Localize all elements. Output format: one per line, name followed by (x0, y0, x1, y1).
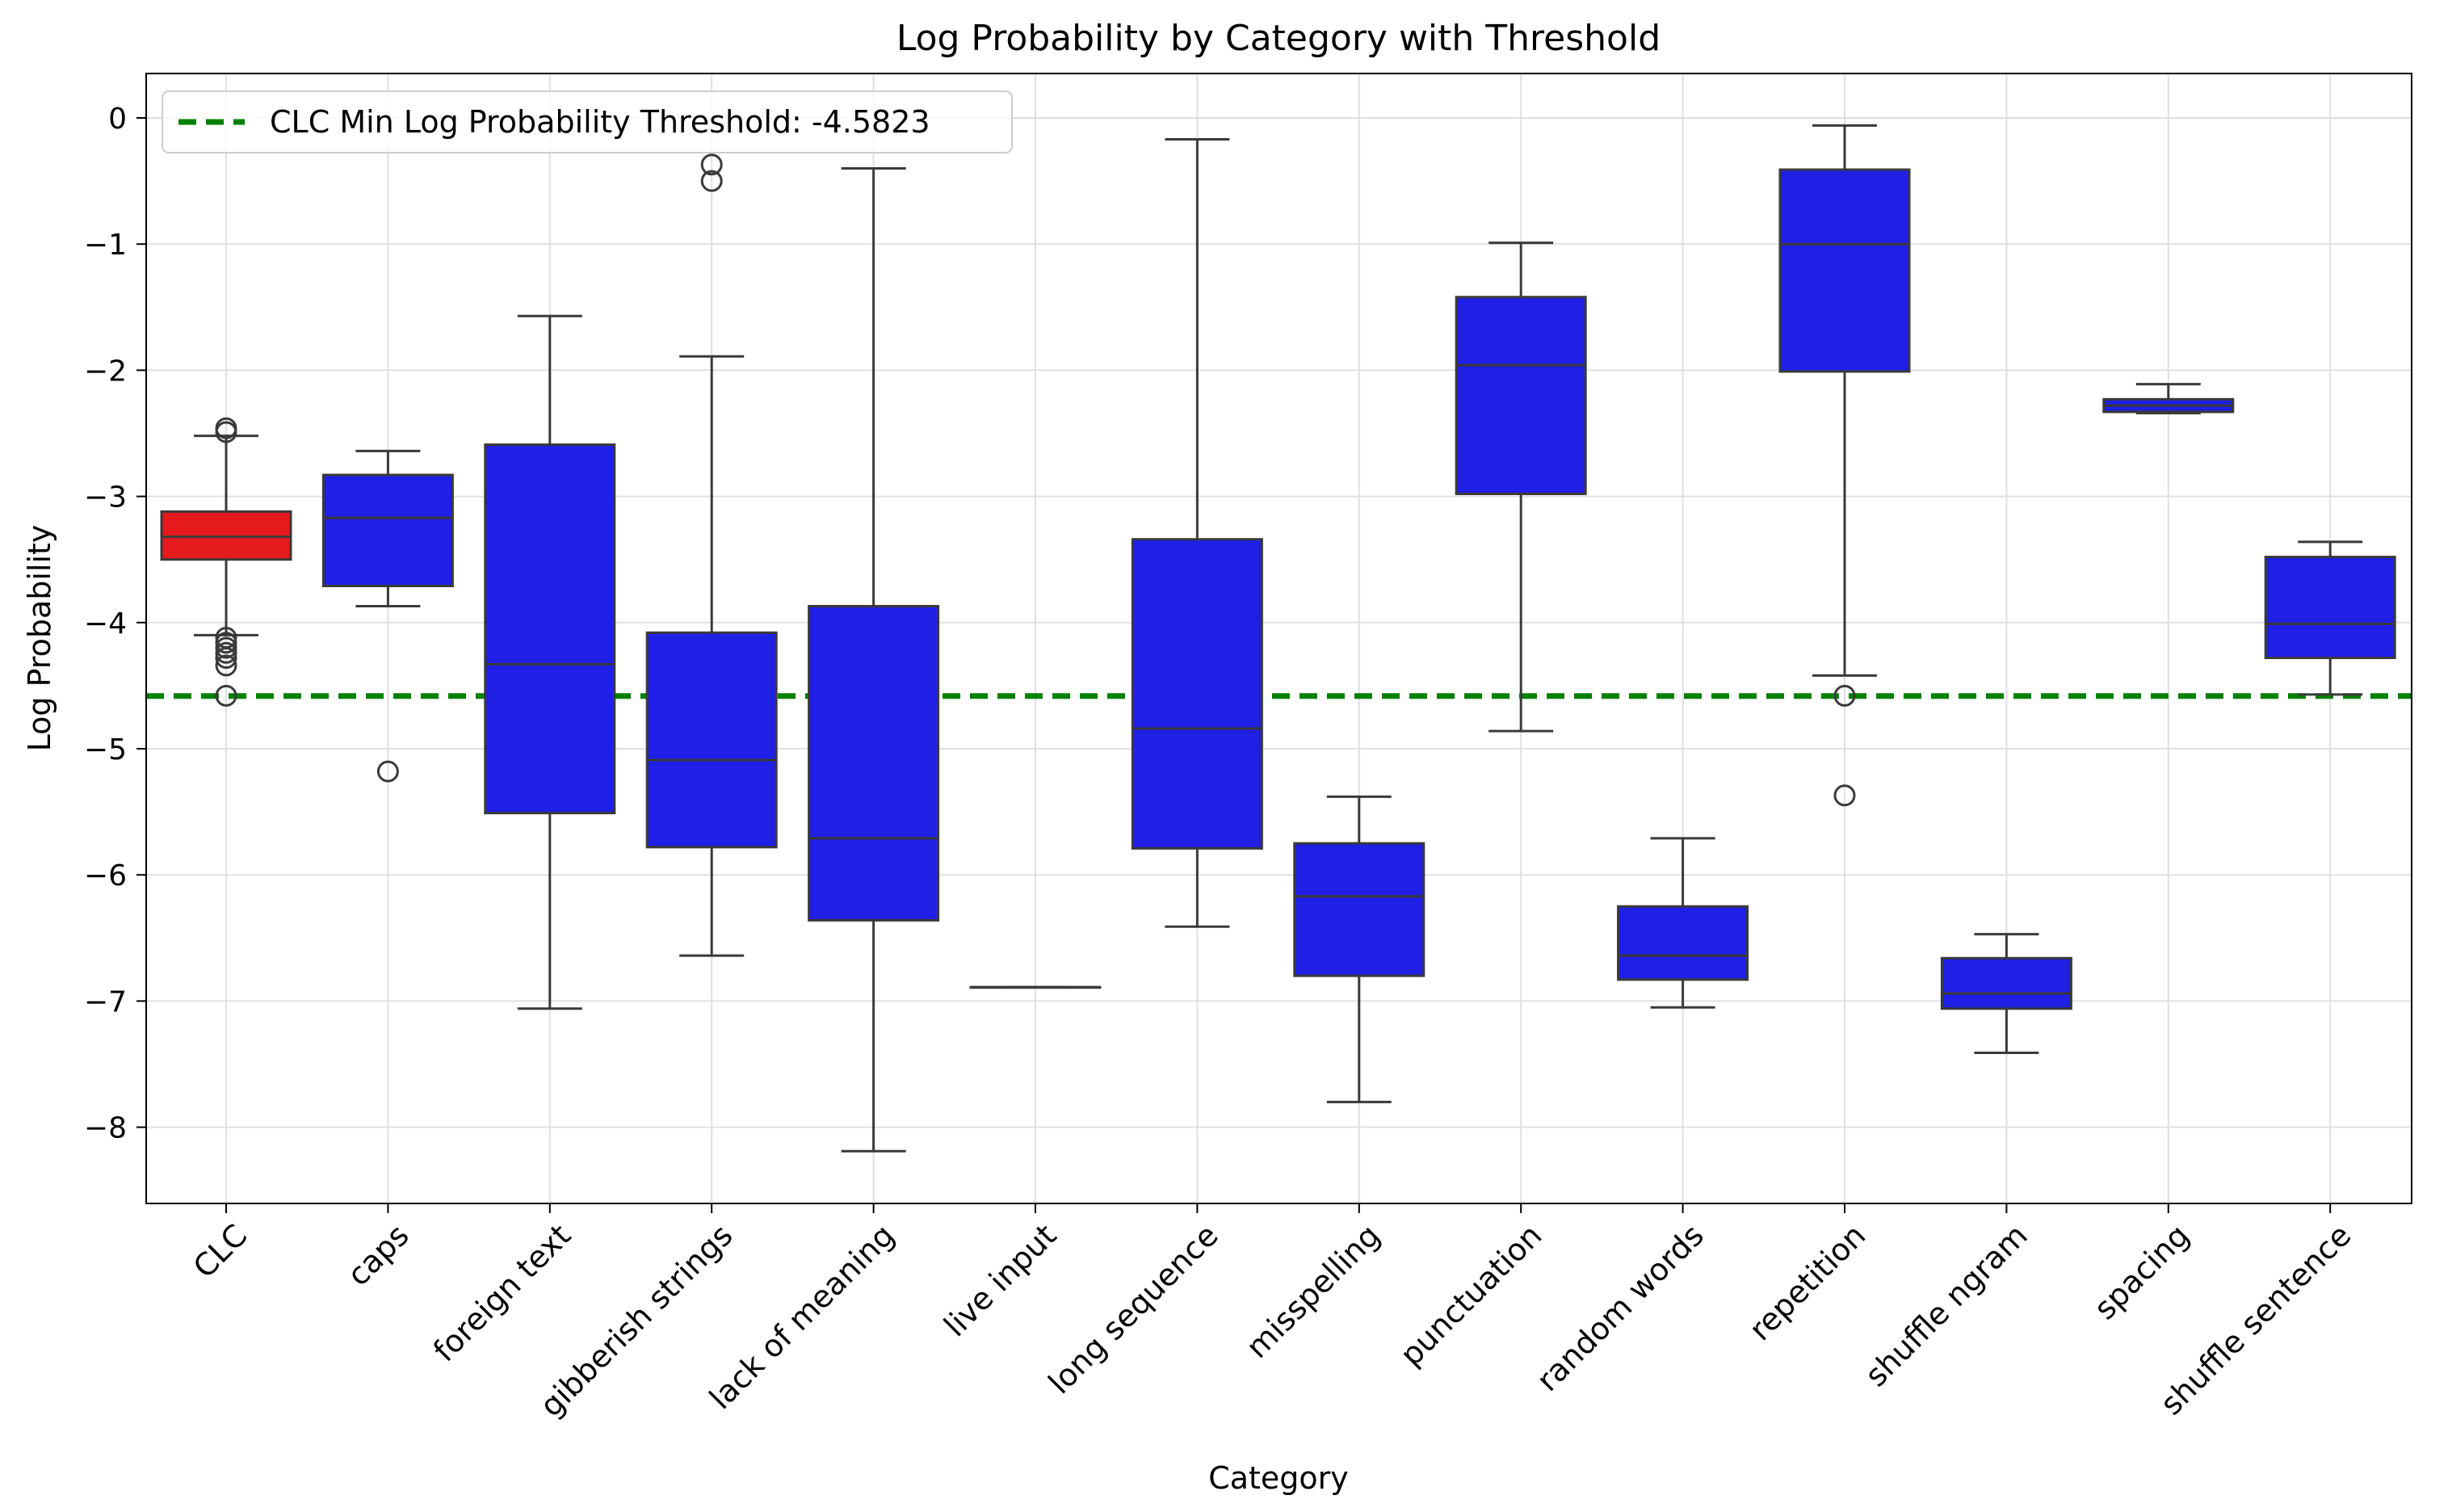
outlier-point (215, 636, 237, 659)
y-tick-label: 0 (108, 103, 127, 136)
iqr-box (1293, 842, 1425, 977)
y-tick-label: −4 (84, 607, 127, 640)
outlier-point (215, 647, 237, 670)
y-tick-label: −5 (84, 733, 127, 766)
iqr-box (1617, 905, 1749, 981)
iqr-box (1940, 956, 2072, 1010)
legend-box (162, 90, 1013, 153)
legend: CLC Min Log Probability Threshold: -4.58… (162, 90, 1013, 153)
y-tick-label: −3 (84, 481, 127, 514)
iqr-box (1455, 296, 1587, 495)
y-axis-label: Log Probability (22, 525, 57, 752)
outlier-point (376, 760, 399, 783)
outlier-point (700, 153, 723, 176)
iqr-box (808, 604, 940, 922)
iqr-box (321, 473, 454, 588)
outlier-point (215, 654, 237, 677)
legend-threshold-label: CLC Min Log Probability Threshold: -4.58… (270, 104, 930, 140)
outlier-point (700, 170, 723, 192)
y-tick-label: −2 (84, 355, 127, 388)
box-long-sequence (1131, 138, 1263, 928)
y-tick-label: −7 (84, 985, 127, 1018)
outlier-point (215, 421, 237, 443)
box-live-input (969, 985, 1102, 989)
iqr-box (1778, 168, 1911, 373)
outlier-point (215, 632, 237, 654)
chart-title: Log Probability by Category with Thresho… (896, 18, 1661, 59)
box-punctuation (1455, 242, 1587, 733)
outlier-point (215, 641, 237, 664)
x-axis-label: Category (1208, 1460, 1349, 1496)
boxes-layer (160, 124, 2396, 1153)
iqr-box (160, 510, 292, 561)
box-random-words (1617, 837, 1749, 1009)
y-tick-label: −1 (84, 229, 127, 262)
iqr-box (645, 631, 778, 849)
box-gibberish-strings (645, 153, 778, 957)
outlier-point (1833, 684, 1856, 707)
y-tick-label: −8 (84, 1112, 127, 1145)
box-foreign-text (484, 314, 616, 1010)
outlier-point (215, 684, 237, 707)
box-caps (321, 449, 454, 783)
iqr-box (2264, 556, 2396, 660)
box-shuffle-sentence (2264, 540, 2396, 696)
box-CLC (160, 417, 292, 707)
box-lack-of-meaning (808, 166, 940, 1153)
iqr-box (484, 443, 616, 815)
plot-frame (145, 73, 2412, 1204)
box-misspelling (1293, 795, 1425, 1103)
iqr-box (1131, 538, 1263, 850)
outlier-point (1833, 784, 1856, 807)
box-repetition (1778, 124, 1911, 807)
box-shuffle-ngram (1940, 933, 2072, 1054)
y-tick-label: −6 (84, 859, 127, 892)
box-spacing (2102, 383, 2235, 415)
